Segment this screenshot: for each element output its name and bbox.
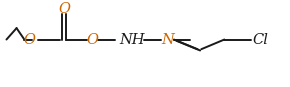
Text: N: N	[161, 33, 174, 47]
Text: O: O	[23, 33, 35, 47]
Text: O: O	[58, 2, 70, 16]
Text: O: O	[86, 33, 99, 47]
Text: NH: NH	[119, 33, 145, 47]
Text: Cl: Cl	[253, 33, 268, 47]
